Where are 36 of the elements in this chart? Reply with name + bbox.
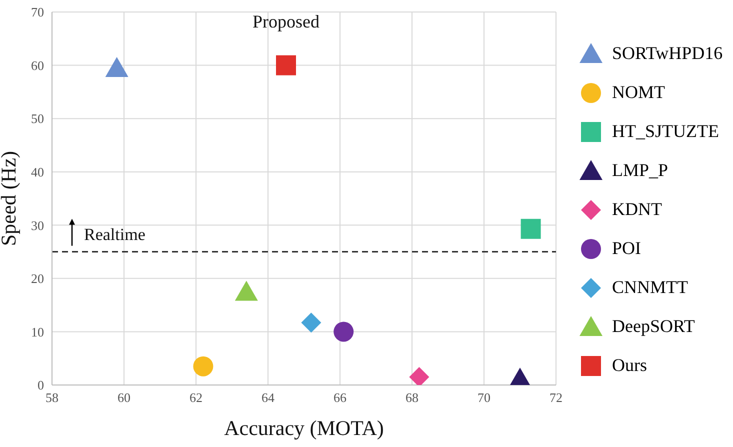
x-tick-label: 68 [406, 390, 418, 406]
y-tick-label: 0 [38, 378, 44, 393]
point [334, 322, 354, 342]
y-tick-label: 70 [31, 4, 44, 20]
y-axis-title: Speed (Hz) [0, 150, 20, 246]
point [276, 55, 296, 76]
x-tick-label: 62 [190, 390, 202, 406]
y-tick-label: 20 [31, 271, 44, 286]
point [520, 218, 541, 239]
x-tick-label: 58 [46, 390, 58, 406]
x-tick-label: 64 [262, 390, 275, 406]
point [301, 312, 322, 333]
legend-label: CNNMTT [612, 277, 688, 298]
legend-label: HT_SJTUZTE [612, 121, 719, 142]
x-tick-label: 72 [550, 390, 562, 406]
x-tick-label: 60 [118, 390, 130, 406]
legend-label: DeepSORT [612, 316, 695, 337]
ref-line-label: Realtime [84, 224, 146, 244]
y-tick-label: 50 [31, 111, 44, 126]
point [193, 356, 214, 376]
legend-label: KDNT [612, 199, 662, 220]
legend-label: Ours [612, 355, 647, 376]
x-tick-label: 70 [478, 390, 490, 406]
point [105, 56, 128, 77]
point [234, 280, 258, 301]
y-tick-label: 40 [31, 164, 44, 180]
legend-label: LMP_P [612, 160, 668, 181]
x-tick-label: 66 [334, 390, 347, 406]
y-tick-label: 60 [31, 58, 44, 73]
legend-label: SORTwHPD16 [612, 43, 723, 64]
y-tick-label: 10 [31, 324, 44, 340]
y-tick-label: 30 [31, 218, 44, 233]
legend-label: POI [612, 238, 642, 259]
x-axis-title: Accuracy (MOTA) [224, 416, 384, 440]
legend-label: NOMT [612, 82, 665, 103]
annotation: Proposed [252, 11, 320, 32]
